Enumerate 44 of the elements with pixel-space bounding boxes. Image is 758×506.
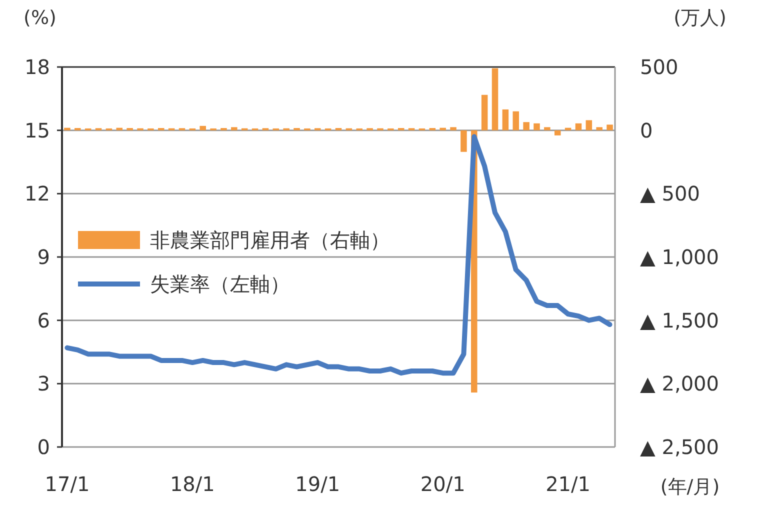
x-tick-label: 21/1 [546,472,591,496]
bar [450,127,456,130]
y-tick-label: 12 [24,182,50,206]
y-tick-label: 9 [37,245,50,269]
y2-tick-label: ▲ 1,500 [640,308,719,332]
bar [606,124,613,130]
bar [534,123,540,130]
bar [596,127,602,130]
bar [440,128,446,130]
y2-tick-label: ▲ 2,500 [640,435,719,459]
y-axis-title: (%) [24,7,56,29]
bar [554,130,561,136]
legend-label: 非農業部門雇用者（右軸） [150,228,390,252]
y-tick-label: 3 [37,372,50,396]
bar [523,122,530,130]
bar [492,68,498,130]
y2-tick-label: ▲ 500 [640,182,700,206]
bar [586,120,592,130]
bar [544,127,550,130]
bar [64,128,70,130]
x-axis-title: (年/月) [660,476,720,498]
bar [481,94,488,130]
y-tick-label: 15 [24,118,50,142]
x-tick-label: 19/1 [295,472,340,496]
y2-tick-label: ▲ 1,000 [640,245,719,269]
bar [512,111,520,130]
y2-axis-title: (万人) [674,7,726,29]
legend-label: 失業率（左軸） [150,272,290,296]
y2-tick-label: ▲ 2,000 [640,372,719,396]
y2-tick-label: 500 [640,55,678,79]
bar [502,109,509,130]
y2-tick-label: 0 [640,118,653,142]
x-tick-label: 18/1 [170,472,215,496]
bar [231,127,238,130]
bar [460,130,467,152]
bar [575,123,582,130]
x-tick-label: 17/1 [44,472,90,496]
x-tick-label: 20/1 [420,472,466,496]
bar [116,128,123,130]
bar [200,126,206,130]
y-tick-label: 6 [37,308,50,332]
bar [564,128,572,130]
y-tick-label: 0 [37,435,50,459]
y-tick-label: 18 [24,55,50,79]
